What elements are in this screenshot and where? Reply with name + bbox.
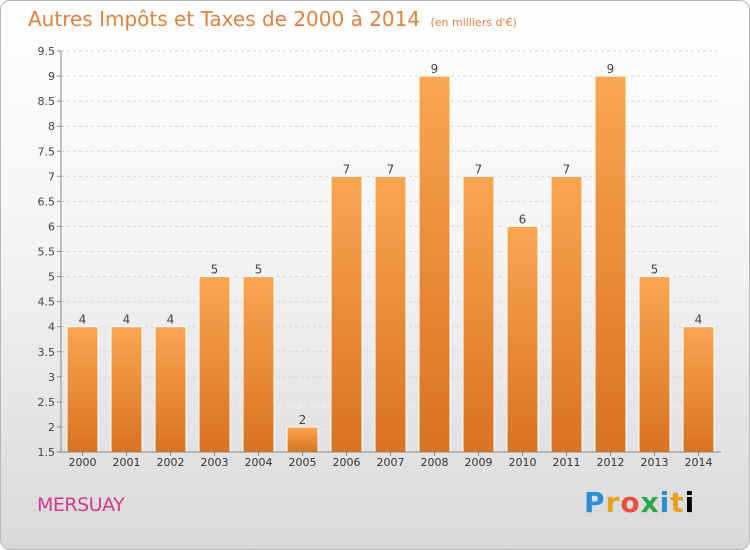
y-tick-label: 9 [48, 70, 55, 83]
x-tick-label: 2008 [421, 456, 449, 469]
x-tick-label: 2001 [113, 456, 141, 469]
bar [418, 75, 451, 453]
logo-letter: i [659, 486, 671, 519]
y-tick-label: 7.5 [38, 145, 56, 158]
chart-title-text: Autres Impôts et Taxes de 2000 à 2014 [28, 7, 421, 31]
data-label: 7 [343, 162, 351, 176]
data-label: 9 [607, 62, 615, 76]
y-tick-label: 3 [48, 371, 55, 384]
y-tick-label: 8.5 [38, 95, 56, 108]
x-tick-label: 2002 [157, 456, 185, 469]
x-axis-ticks: 2000 2001 2002 2003 2004 2005 2006 2007 2008 2009… [69, 452, 713, 469]
data-label: 5 [211, 263, 219, 277]
logo-letter: t [670, 486, 685, 519]
x-tick-label: 2003 [201, 456, 229, 469]
data-label: 5 [651, 263, 659, 277]
bar [638, 276, 671, 453]
logo-letter: x [640, 486, 660, 519]
bar [198, 276, 231, 453]
data-label: 7 [563, 162, 571, 176]
x-tick-label: 2012 [597, 456, 625, 469]
x-tick-label: 2013 [641, 456, 669, 469]
bar [330, 175, 363, 453]
x-tick-label: 2006 [333, 456, 361, 469]
data-label: 9 [431, 62, 439, 76]
data-label: 2 [299, 413, 307, 427]
y-tick-label: 9.5 [38, 45, 56, 58]
x-tick-label: 2014 [685, 456, 713, 469]
x-tick-label: 2000 [69, 456, 97, 469]
x-tick-label: 2011 [553, 456, 581, 469]
data-label: 4 [167, 313, 175, 327]
place-name: MERSUAY [37, 494, 125, 516]
logo-letter: i [684, 486, 696, 519]
bar [506, 225, 539, 453]
y-tick-label: 2.5 [38, 396, 56, 409]
logo-letter: o [620, 486, 641, 519]
x-tick-label: 2007 [377, 456, 405, 469]
data-label: 4 [695, 313, 703, 327]
logo-letter: P [584, 486, 606, 519]
x-tick-label: 2004 [245, 456, 273, 469]
bar [550, 175, 583, 453]
bar [462, 175, 495, 453]
y-tick-label: 2 [48, 421, 55, 434]
data-label: 4 [123, 313, 131, 327]
data-label: 6 [519, 212, 527, 226]
y-tick-label: 5.5 [38, 246, 56, 259]
y-tick-label: 1.5 [38, 446, 56, 459]
data-label: 4 [79, 313, 87, 327]
y-tick-label: 8 [48, 120, 55, 133]
y-tick-label: 6 [48, 220, 55, 233]
y-tick-label: 7 [48, 170, 55, 183]
x-tick-label: 2009 [465, 456, 493, 469]
y-tick-label: 4 [48, 321, 55, 334]
logo-letter: r [605, 486, 621, 519]
y-tick-label: 4.5 [38, 296, 56, 309]
x-tick-label: 2010 [509, 456, 537, 469]
bar [374, 175, 407, 453]
y-tick-label: 3.5 [38, 346, 56, 359]
data-label: 7 [387, 162, 395, 176]
data-label: 7 [475, 162, 483, 176]
y-tick-label: 5 [48, 271, 55, 284]
data-labels: 4 4 4 5 5 2 7 7 9 7 6 7 9 5 4 [79, 62, 703, 427]
chart-title: Autres Impôts et Taxes de 2000 à 2014 (e… [28, 7, 517, 31]
bar [242, 276, 275, 453]
bar [110, 326, 143, 453]
proxiti-logo: Proxiti [584, 486, 695, 519]
y-tick-label: 6.5 [38, 195, 56, 208]
chart-unit: (en milliers d'€) [430, 16, 517, 29]
x-tick-label: 2005 [289, 456, 317, 469]
data-label: 5 [255, 263, 263, 277]
bar [594, 75, 627, 453]
bar [154, 326, 187, 453]
bar [66, 326, 99, 453]
bars-group [66, 75, 715, 453]
bar [682, 326, 715, 453]
bar [286, 426, 319, 453]
